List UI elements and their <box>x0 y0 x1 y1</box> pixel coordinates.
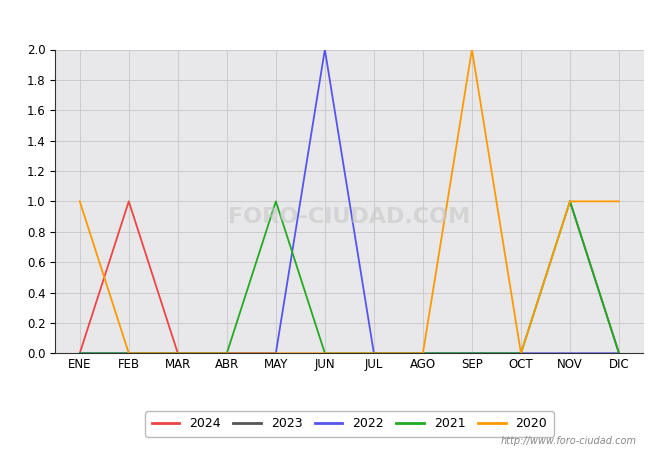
Text: FORO-CIUDAD.COM: FORO-CIUDAD.COM <box>228 207 471 226</box>
Text: http://www.foro-ciudad.com: http://www.foro-ciudad.com <box>501 436 637 446</box>
Text: Matriculaciones de Vehiculos en Luelmo: Matriculaciones de Vehiculos en Luelmo <box>144 14 506 33</box>
Legend: 2024, 2023, 2022, 2021, 2020: 2024, 2023, 2022, 2021, 2020 <box>145 411 554 436</box>
